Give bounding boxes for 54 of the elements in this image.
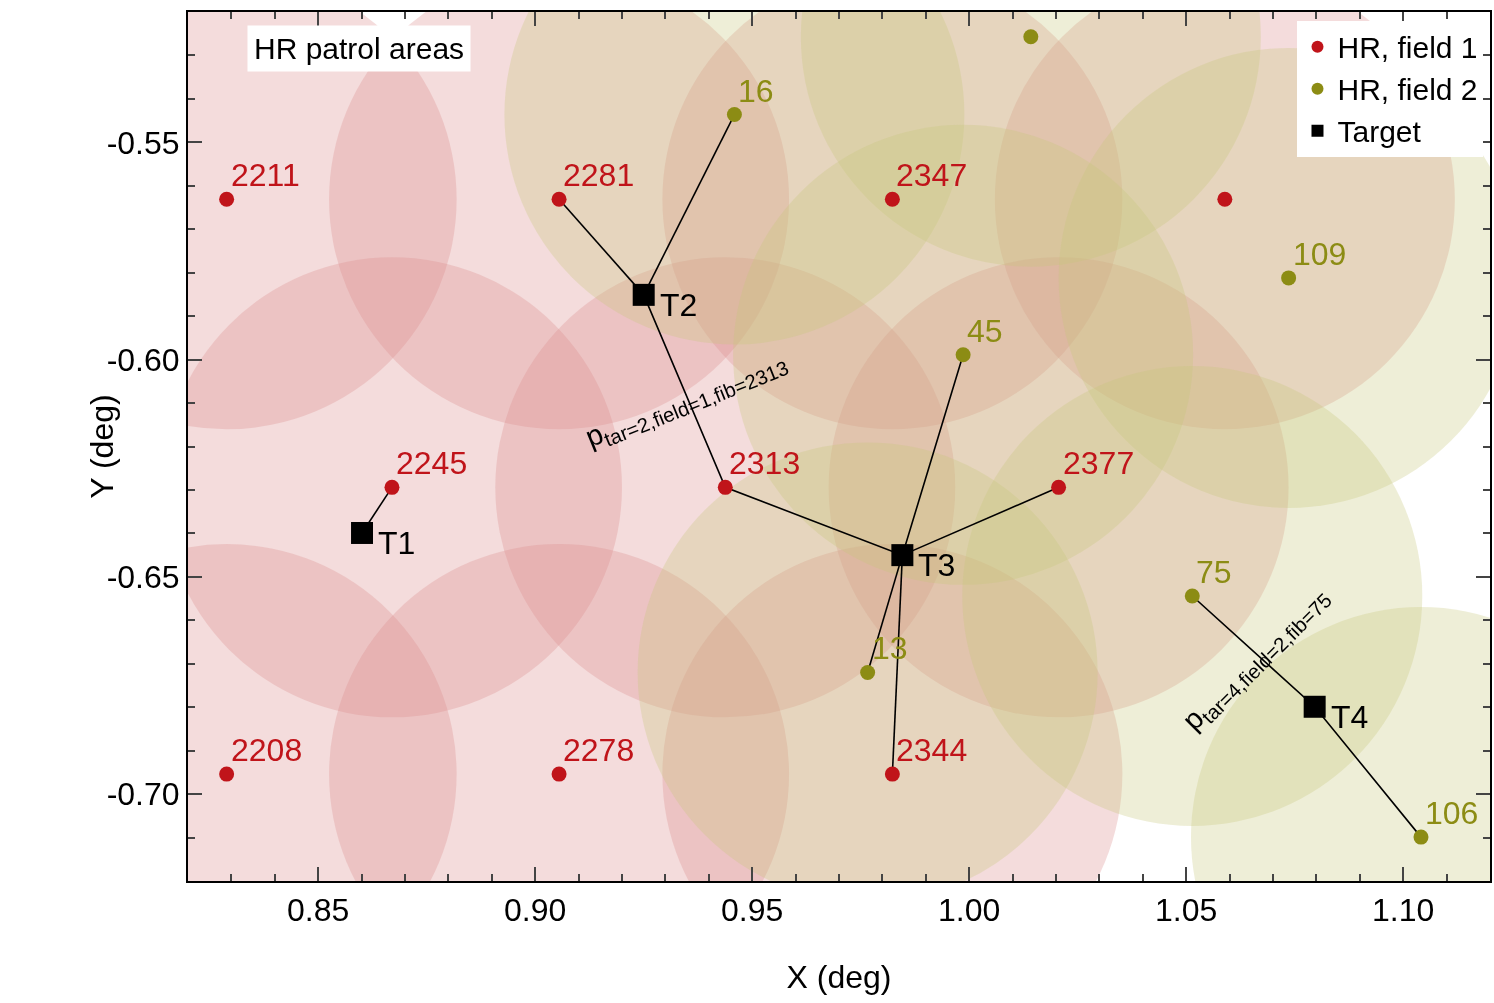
point xyxy=(1281,270,1297,286)
annotation: 106 xyxy=(1425,795,1479,831)
annotation: 45 xyxy=(967,313,1003,349)
point xyxy=(384,479,400,495)
x-tick-label: 0.95 xyxy=(721,892,784,929)
annotation: 16 xyxy=(738,73,774,109)
x-axis-title: X (deg) xyxy=(786,959,892,995)
annotation: 2245 xyxy=(396,445,468,481)
point xyxy=(955,347,971,363)
annotation: 109 xyxy=(1293,236,1347,272)
legend-label: HR, field 1 xyxy=(1337,31,1478,65)
annotation: 2281 xyxy=(563,157,635,193)
point xyxy=(632,283,655,306)
y-tick-label: -0.60 xyxy=(106,341,180,378)
point xyxy=(1184,588,1200,604)
point xyxy=(1023,29,1039,45)
x-tick-label: 1.00 xyxy=(938,892,1001,929)
point xyxy=(884,191,900,207)
y-tick-label: -0.55 xyxy=(106,124,180,161)
annotation: 2344 xyxy=(896,732,968,768)
point xyxy=(219,766,235,782)
point xyxy=(884,766,900,782)
annotation: 2347 xyxy=(896,157,968,193)
y-tick-label: -0.65 xyxy=(106,559,180,596)
x-tick-label: 0.90 xyxy=(504,892,567,929)
annotation: T2 xyxy=(660,287,698,323)
annotation: T1 xyxy=(378,525,416,561)
annotation: T4 xyxy=(1331,699,1369,735)
point xyxy=(726,107,742,123)
point xyxy=(551,766,567,782)
point xyxy=(1413,829,1429,845)
x-tick-label: 1.05 xyxy=(1155,892,1218,929)
legend-label: HR, field 2 xyxy=(1337,73,1478,107)
annotation: HR patrol areas xyxy=(254,32,465,65)
point xyxy=(1051,479,1067,495)
y-tick-label: -0.70 xyxy=(106,776,180,813)
x-tick-label: 0.85 xyxy=(287,892,350,929)
x-tick-label: 1.10 xyxy=(1372,892,1435,929)
annotation: T3 xyxy=(918,547,956,583)
point xyxy=(1217,191,1233,207)
point xyxy=(551,191,567,207)
annotation: 2313 xyxy=(729,445,801,481)
annotation: 2208 xyxy=(231,732,303,768)
y-axis-title: Y (deg) xyxy=(84,394,120,499)
point xyxy=(891,544,914,567)
annotation: 2377 xyxy=(1063,445,1135,481)
point xyxy=(717,479,733,495)
legend-label: Target xyxy=(1337,115,1422,149)
annotation: 2278 xyxy=(563,732,635,768)
annotation: 2211 xyxy=(231,157,300,193)
annotation: 75 xyxy=(1196,554,1232,590)
point xyxy=(860,664,876,680)
point xyxy=(351,521,374,544)
point xyxy=(219,191,235,207)
